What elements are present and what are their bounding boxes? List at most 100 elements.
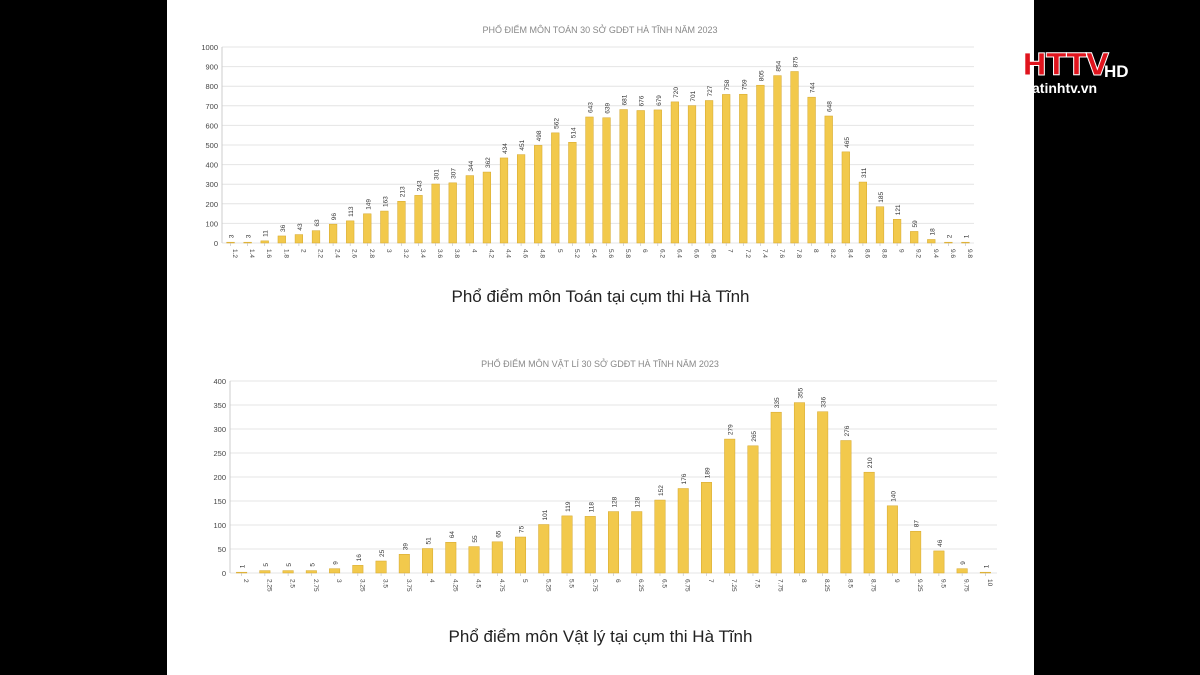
physics-bar [793, 402, 805, 574]
math-bar [602, 117, 611, 244]
math-x-tick-label: 2 [299, 249, 306, 253]
physics-x-tick-label: 4 [428, 579, 435, 583]
physics-bar [700, 482, 712, 574]
physics-x-tick-label: 8 [800, 579, 807, 583]
physics-x-tick-label: 2 [242, 579, 249, 583]
physics-bar [329, 568, 341, 574]
physics-x-tick-label: 5.5 [568, 579, 575, 588]
physics-bar-value-label: 1 [240, 564, 247, 568]
math-bar-value-label: 3 [229, 234, 236, 238]
physics-bar-value-label: 9 [960, 561, 967, 565]
logo-brand: HTTV [1022, 48, 1110, 84]
physics-x-tick-label: 2.5 [289, 579, 296, 588]
physics-bar [375, 560, 387, 574]
math-bar [636, 110, 645, 244]
math-bar [619, 109, 628, 244]
physics-chart-title: PHỔ ĐIỂM MÔN VẬT LÍ 30 SỞ GDĐT HÀ TĨNH N… [481, 358, 719, 369]
physics-bar [840, 440, 852, 574]
math-bar [311, 230, 321, 244]
physics-x-tick-label: 6.25 [637, 579, 644, 592]
math-x-tick-label: 7.2 [744, 249, 751, 258]
math-x-tick-label: 3.6 [436, 249, 443, 258]
math-x-tick-label: 3.2 [402, 249, 409, 258]
physics-bar-value-label: 336 [821, 396, 828, 407]
math-bar [807, 96, 816, 244]
math-bar [875, 206, 885, 244]
math-bar-value-label: 727 [707, 85, 714, 96]
physics-y-tick-label: 100 [213, 521, 226, 530]
math-bar [363, 213, 372, 244]
math-x-tick-label: 5 [556, 249, 563, 253]
math-bar-value-label: 121 [895, 204, 902, 215]
physics-y-tick-label: 300 [213, 425, 226, 434]
math-bar-value-label: 362 [485, 157, 492, 168]
math-bar [499, 157, 509, 244]
math-x-tick-label: 1.2 [231, 249, 238, 258]
math-bar [328, 223, 338, 244]
math-x-tick-label: 9.4 [932, 249, 939, 258]
math-bar-value-label: 149 [365, 199, 372, 210]
math-bar [790, 71, 799, 244]
math-bar-value-label: 639 [605, 103, 612, 114]
physics-bar-value-label: 210 [867, 457, 874, 468]
physics-score-chart: PHỔ ĐIỂM MÔN VẬT LÍ 30 SỞ GDĐT HÀ TĨNH N… [213, 358, 997, 592]
math-x-tick-label: 7.4 [761, 249, 768, 258]
physics-x-tick-label: 6.5 [660, 579, 667, 588]
math-bar-value-label: 163 [382, 196, 389, 207]
math-x-tick-label: 6 [641, 249, 648, 253]
math-bar-value-label: 701 [690, 90, 697, 101]
math-bar-value-label: 59 [912, 220, 919, 228]
math-bar-value-label: 854 [775, 60, 782, 71]
physics-bars [236, 402, 991, 574]
math-y-tick-label: 300 [205, 180, 218, 189]
math-x-tick-label: 8.6 [863, 249, 870, 258]
physics-bar-value-label: 1 [983, 564, 990, 568]
physics-bar [259, 570, 271, 574]
math-x-tick-label: 4 [470, 249, 477, 253]
physics-x-tick-label: 5.75 [591, 579, 598, 592]
physics-bar-value-label: 9 [333, 561, 340, 565]
math-bar-value-label: 3 [246, 234, 253, 238]
physics-bar [747, 445, 759, 574]
math-bar [482, 171, 492, 244]
math-bar-value-label: 514 [570, 127, 577, 138]
physics-bar-value-label: 64 [449, 531, 456, 539]
physics-x-tick-label: 7.75 [777, 579, 784, 592]
math-x-tick-label: 5.4 [590, 249, 597, 258]
math-x-tick-label: 6.4 [675, 249, 682, 258]
math-x-tick-label: 7 [727, 249, 734, 253]
math-bar-value-label: 451 [519, 139, 526, 150]
physics-bar-value-label: 75 [519, 525, 526, 533]
physics-bar-value-label: 176 [681, 473, 688, 484]
physics-bar [910, 530, 922, 574]
math-bar-value-label: 2 [946, 234, 953, 238]
math-bar [516, 154, 526, 244]
slide: PHỔ ĐIỂM MÔN TOÁN 30 SỞ GDĐT HÀ TĨNH NĂM… [167, 0, 1034, 675]
physics-bar [956, 568, 968, 574]
math-y-tick-label: 600 [205, 121, 218, 130]
physics-bar [979, 571, 991, 574]
math-y-tick-label: 200 [205, 200, 218, 209]
math-x-tick-label: 4.4 [505, 249, 512, 258]
math-bar [961, 241, 970, 244]
math-bar [687, 105, 697, 244]
math-bar [568, 142, 577, 244]
math-x-tick-label: 8 [812, 249, 819, 253]
physics-bar-value-label: 5 [309, 563, 316, 567]
math-bar [773, 75, 782, 244]
math-bar [448, 182, 457, 244]
math-bar [756, 84, 765, 244]
math-bar [277, 235, 286, 244]
math-bar-value-label: 676 [639, 95, 646, 106]
physics-x-tick-label: 2.25 [265, 579, 272, 592]
physics-bar-value-label: 276 [844, 425, 851, 436]
physics-bar-value-label: 25 [379, 549, 386, 557]
math-bar [380, 210, 389, 244]
math-bar-value-label: 96 [331, 213, 338, 221]
math-x-tick-label: 3 [385, 249, 392, 253]
physics-bar [933, 550, 945, 574]
physics-bar-value-label: 355 [797, 387, 804, 398]
math-bar-value-label: 720 [673, 87, 680, 98]
physics-y-tick-label: 400 [213, 377, 226, 386]
